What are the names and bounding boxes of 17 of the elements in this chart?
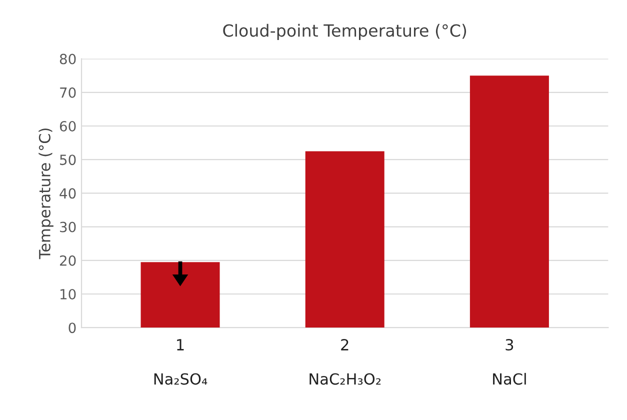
y-axis-title: Temperature (°C) (38, 128, 54, 260)
category-label: 3 NaCl (493, 338, 526, 385)
y-tick-label: 10 (60, 288, 76, 300)
category-label: 1 Na₂SO₄ (154, 339, 208, 385)
y-tick-label: 70 (60, 87, 76, 98)
y-tick-label: 20 (60, 255, 76, 266)
chart-title: Cloud-point Temperature (°C) (223, 24, 466, 40)
bar (470, 76, 549, 328)
y-tick-label: 80 (60, 54, 76, 64)
category-label: 2 NaC₂H₃O₂ (310, 338, 381, 385)
y-tick-label: 30 (60, 222, 76, 232)
y-tick-label: 0 (68, 322, 76, 334)
y-tick-label: 60 (60, 120, 76, 132)
bar (305, 151, 384, 328)
y-tick-label: 50 (60, 154, 76, 166)
y-tick-label: 40 (60, 188, 76, 199)
bar (140, 262, 220, 328)
